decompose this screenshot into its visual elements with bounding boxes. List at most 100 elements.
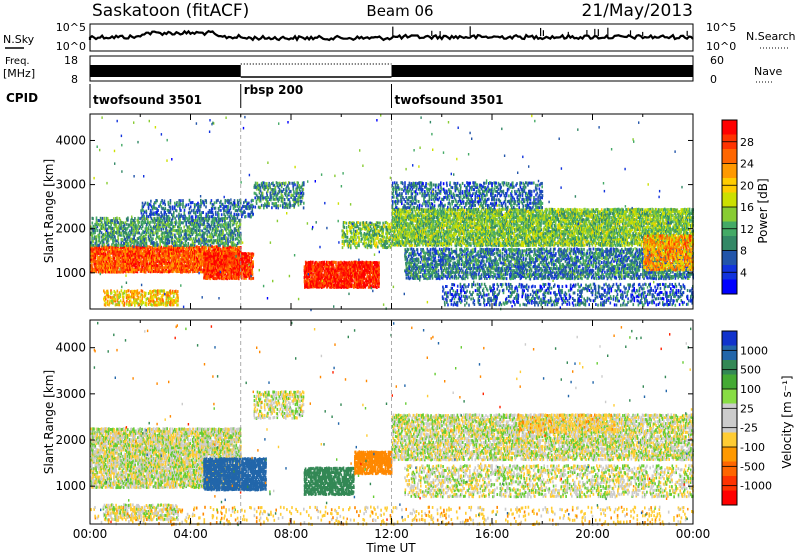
range-cell: [161, 255, 163, 259]
range-cell: [187, 237, 190, 241]
range-cell: [194, 225, 196, 229]
range-cell: [194, 204, 196, 208]
range-cell: [175, 289, 177, 293]
range-cell: [134, 225, 136, 229]
range-cell: [137, 295, 139, 299]
range-cell: [161, 270, 163, 274]
range-cell: [212, 260, 215, 264]
range-cell: [236, 231, 239, 234]
range-cell: [147, 235, 150, 239]
range-cell: [104, 247, 106, 251]
range-cell: [122, 259, 125, 263]
range-cell: [134, 245, 136, 249]
range-cell: [189, 245, 192, 249]
range-cell: [225, 239, 227, 243]
range-cell: [220, 250, 222, 253]
range-cell: [159, 246, 162, 250]
range-cell: [146, 222, 148, 226]
range-cell: [216, 276, 219, 280]
range-cell: [197, 222, 199, 226]
range-cell: [222, 241, 224, 245]
range-cell: [229, 219, 231, 223]
range-cell: [142, 301, 145, 305]
range-cell: [176, 239, 179, 243]
range-cell: [112, 301, 114, 305]
range-cell: [167, 221, 170, 225]
range-cell: [130, 295, 132, 299]
range-cell: [127, 237, 129, 241]
range-cell: [154, 206, 156, 210]
range-cell: [153, 261, 155, 265]
range-cell: [193, 267, 196, 271]
range-cell: [172, 267, 175, 271]
range-cell: [177, 262, 179, 266]
range-cell: [165, 261, 168, 265]
range-cell: [217, 223, 220, 226]
range-cell: [179, 219, 181, 223]
range-cell: [141, 214, 143, 218]
range-cell: [228, 201, 230, 205]
range-cell: [215, 229, 217, 233]
range-cell: [127, 243, 130, 247]
range-cell: [164, 261, 167, 265]
range-cell: [99, 258, 102, 262]
range-cell: [173, 255, 176, 259]
range-cell: [168, 253, 171, 257]
range-cell: [147, 215, 150, 219]
range-cell: [234, 275, 237, 278]
range-cell: [112, 239, 114, 243]
range-cell: [114, 247, 116, 251]
range-cell: [170, 255, 172, 259]
range-cell: [153, 255, 155, 259]
range-cell: [214, 270, 217, 274]
range-cell: [107, 255, 110, 259]
range-cell: [169, 299, 172, 303]
range-cell: [208, 215, 211, 219]
range-cell: [145, 248, 148, 251]
range-cell: [155, 266, 157, 270]
range-cell: [135, 260, 137, 264]
range-cell: [133, 297, 135, 301]
range-cell: [117, 257, 119, 261]
range-cell: [121, 221, 124, 224]
range-cell: [91, 245, 93, 249]
range-cell: [153, 233, 155, 237]
range-cell: [141, 201, 144, 205]
range-cell: [221, 267, 223, 270]
range-cell: [147, 292, 150, 295]
range-cell: [148, 299, 150, 303]
range-cell: [216, 262, 219, 266]
range-cell: [103, 254, 106, 258]
range-cell: [153, 241, 155, 245]
range-cell: [165, 291, 168, 295]
range-cell: [225, 217, 227, 220]
range-cell: [219, 237, 222, 241]
range-cell: [232, 262, 234, 266]
range-cell: [239, 225, 241, 229]
range-cell: [203, 219, 206, 223]
range-cell: [152, 303, 155, 307]
range-cell: [120, 231, 122, 235]
range-cell: [226, 260, 229, 264]
range-cell: [171, 264, 174, 268]
range-cell: [152, 299, 155, 303]
range-cell: [114, 219, 117, 223]
range-cell: [186, 225, 189, 229]
range-cell: [272, 181, 274, 185]
range-cell: [93, 260, 95, 264]
range-cell: [127, 249, 129, 253]
range-cell: [138, 226, 140, 230]
range-cell: [236, 204, 239, 208]
range-cell: [191, 270, 194, 274]
range-cell: [182, 264, 184, 268]
range-cell: [123, 265, 126, 269]
range-cell: [118, 295, 120, 299]
range-cell: [105, 266, 108, 270]
range-cell: [119, 243, 121, 247]
range-cell: [122, 244, 125, 247]
range-cell: [155, 257, 157, 261]
range-cell: [191, 233, 194, 236]
range-cell: [94, 269, 97, 273]
range-cell: [139, 262, 142, 265]
range-cell: [197, 219, 199, 223]
